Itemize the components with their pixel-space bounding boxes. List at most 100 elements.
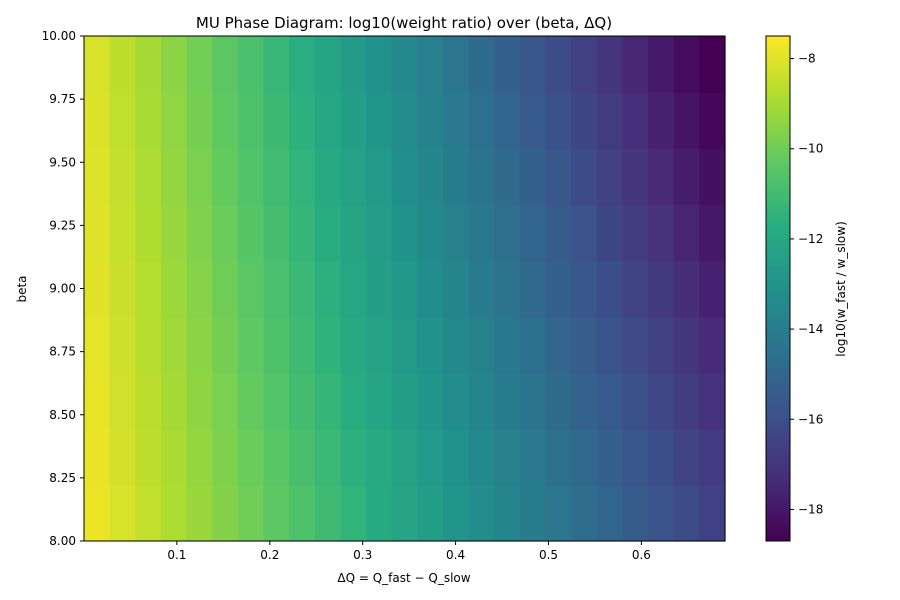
heatmap-cell — [160, 372, 188, 430]
heatmap-cell — [263, 260, 290, 318]
heatmap-cell — [571, 260, 598, 318]
heatmap-cell — [699, 92, 726, 149]
heatmap-cell — [84, 372, 111, 430]
heatmap-cell — [340, 204, 367, 262]
heatmap-cell — [571, 36, 598, 93]
heatmap-cell — [545, 204, 572, 262]
heatmap-cell — [237, 148, 265, 205]
heatmap-cell — [237, 204, 265, 262]
heatmap-cell — [212, 204, 239, 262]
x-tick-label: 0.3 — [353, 548, 372, 562]
heatmap-cell — [596, 92, 624, 149]
heatmap-cell — [519, 148, 547, 205]
heatmap-cell — [263, 92, 290, 149]
heatmap-cell — [263, 204, 290, 262]
heatmap-cell — [673, 260, 700, 318]
colorbar-tick-label: −18 — [798, 502, 823, 516]
heatmap-cell — [263, 372, 290, 430]
y-tick-label: 9.75 — [49, 92, 76, 106]
y-tick-label: 8.75 — [49, 345, 76, 359]
heatmap-cell — [468, 428, 495, 486]
heatmap-cell — [314, 428, 341, 486]
heatmap-cell — [622, 484, 649, 542]
heatmap-cell — [622, 316, 649, 374]
heatmap-cell — [699, 372, 726, 430]
x-tick-label: 0.4 — [446, 548, 465, 562]
heatmap-cell — [84, 92, 111, 149]
heatmap-cell — [673, 92, 700, 149]
heatmap-cell — [648, 316, 675, 374]
heatmap-cell — [391, 260, 418, 318]
heatmap-cell — [571, 428, 598, 486]
colorbar-tick-label: −16 — [798, 412, 823, 426]
heatmap-cell — [314, 260, 341, 318]
heatmap-cell — [109, 316, 136, 374]
y-axis-label: beta — [15, 275, 29, 302]
heatmap-cell — [571, 372, 598, 430]
heatmap-cell — [417, 36, 444, 93]
heatmap-cell — [109, 148, 136, 205]
heatmap-cell — [417, 372, 444, 430]
heatmap-cell — [391, 92, 418, 149]
heatmap-cell — [366, 148, 393, 205]
heatmap-cell — [571, 148, 598, 205]
heatmap-cell — [442, 204, 470, 262]
heatmap-cell — [237, 316, 265, 374]
heatmap-cell — [648, 260, 675, 318]
heatmap-cell — [212, 428, 239, 486]
heatmap-cell — [417, 260, 444, 318]
heatmap-cell — [263, 36, 290, 93]
heatmap-cell — [596, 316, 624, 374]
heatmap-cell — [442, 484, 470, 542]
heatmap-cell — [519, 316, 547, 374]
heatmap-cell — [468, 92, 495, 149]
heatmap-cell — [571, 316, 598, 374]
heatmap-cell — [135, 316, 162, 374]
heatmap-cell — [494, 372, 521, 430]
heatmap-cell — [648, 204, 675, 262]
heatmap-cell — [699, 148, 726, 205]
heatmap-cell — [519, 260, 547, 318]
heatmap-cell — [596, 204, 624, 262]
heatmap-cell — [109, 204, 136, 262]
heatmap-cell — [340, 316, 367, 374]
heatmap-cell — [289, 428, 316, 486]
heatmap-cell — [622, 260, 649, 318]
colorbar-tick-label: −8 — [798, 52, 816, 66]
heatmap-cell — [545, 428, 572, 486]
y-tick-label: 9.25 — [49, 218, 76, 232]
chart-title: MU Phase Diagram: log10(weight ratio) ov… — [196, 14, 612, 32]
heatmap-cell — [109, 260, 136, 318]
heatmap-cell — [596, 428, 624, 486]
heatmap-cell — [340, 260, 367, 318]
heatmap-cell — [545, 260, 572, 318]
heatmap-cell — [289, 92, 316, 149]
heatmap-cell — [237, 484, 265, 542]
heatmap-cell — [648, 92, 675, 149]
heatmap-cell — [263, 148, 290, 205]
x-tick-label: 0.2 — [260, 548, 279, 562]
heatmap-cell — [648, 428, 675, 486]
heatmap-cell — [673, 484, 700, 542]
heatmap-cell — [468, 260, 495, 318]
heatmap-cell — [417, 148, 444, 205]
heatmap-cell — [545, 316, 572, 374]
heatmap-cell — [622, 148, 649, 205]
heatmap-cell — [494, 204, 521, 262]
heatmap-cell — [186, 428, 213, 486]
heatmap-cell — [442, 148, 470, 205]
heatmap-cell — [571, 92, 598, 149]
heatmap-cell — [340, 372, 367, 430]
heatmap-cell — [366, 372, 393, 430]
y-tick-label: 9.50 — [49, 155, 76, 169]
heatmap-cell — [468, 204, 495, 262]
heatmap-cell — [212, 148, 239, 205]
heatmap-cells — [84, 36, 726, 542]
heatmap-cell — [391, 204, 418, 262]
heatmap-cell — [442, 372, 470, 430]
heatmap-cell — [340, 148, 367, 205]
heatmap-cell — [519, 204, 547, 262]
heatmap-cell — [186, 260, 213, 318]
heatmap-cell — [622, 372, 649, 430]
heatmap-cell — [494, 92, 521, 149]
